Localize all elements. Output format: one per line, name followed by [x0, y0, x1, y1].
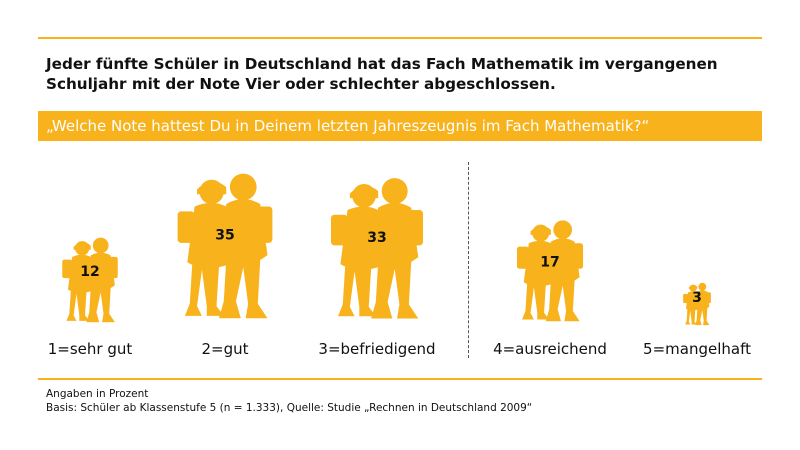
top-rule — [38, 37, 762, 39]
category-label: 4=ausreichend — [493, 340, 607, 358]
headline: Jeder fünfte Schüler in Deutschland hat … — [46, 55, 718, 93]
category-label: 3=befriedigend — [318, 340, 435, 358]
value-label: 17 — [540, 254, 559, 270]
schoolchildren-icon — [516, 220, 584, 322]
category-label: 2=gut — [201, 340, 248, 358]
category-label: 5=mangelhaft — [643, 340, 751, 358]
value-label: 33 — [367, 230, 386, 246]
category-labels-group: 1=sehr gut 2=gut 3=befriedigend 4=ausreiche… — [48, 340, 751, 358]
schoolchildren-icon — [177, 173, 273, 319]
category-label: 1=sehr gut — [48, 340, 133, 358]
value-label: 12 — [80, 264, 99, 280]
schoolchildren-icon — [330, 178, 424, 319]
question-bar: „Welche Note hattest Du in Deinem letzte… — [38, 111, 762, 141]
value-label: 3 — [692, 290, 702, 306]
footnote-basis: Basis: Schüler ab Klassenstufe 5 (n = 1.… — [46, 402, 533, 414]
value-label: 35 — [215, 228, 234, 244]
footnote-unit: Angaben in Prozent — [46, 388, 149, 400]
question-text: „Welche Note hattest Du in Deinem letzte… — [46, 117, 650, 135]
bottom-rule — [38, 378, 762, 380]
figures-group — [62, 173, 711, 326]
value-labels-group: 12 35 33 17 3 — [80, 228, 702, 307]
divider-dashed-line — [468, 162, 469, 358]
